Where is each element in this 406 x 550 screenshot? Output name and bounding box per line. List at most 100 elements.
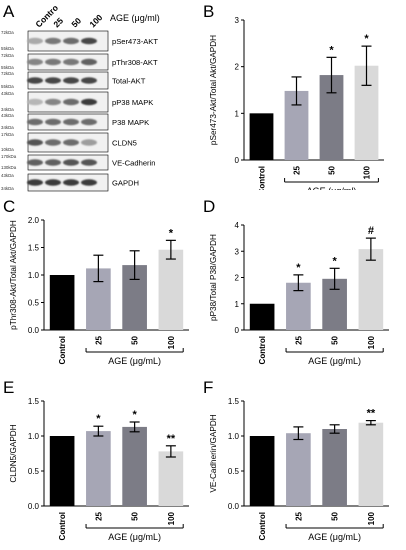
x-tick-label: 100 [363, 165, 372, 179]
blot-band [63, 159, 79, 166]
y-tick-label: 0.5 [228, 467, 240, 476]
y-tick-label: 2.0 [28, 216, 40, 225]
blot-row-label: Total-AKT [112, 77, 146, 86]
y-tick-label: 2 [235, 274, 240, 283]
bar [354, 65, 379, 160]
y-axis-label: pP38/Total P38/GAPDH [209, 234, 218, 321]
blot-band [63, 58, 79, 66]
x-tick-label: 50 [131, 335, 140, 344]
y-tick-label: 3 [235, 16, 240, 25]
x-tick-label: Control [258, 512, 267, 540]
blot-band [27, 179, 43, 186]
y-axis-label: pThr308-Akt/Total Akt/GAPDH [9, 220, 18, 330]
x-tick-label: 25 [294, 335, 303, 344]
panel-label-e: E [3, 378, 15, 397]
x-tick-label: Control [58, 336, 67, 364]
marker-label: 72kDa [1, 53, 14, 58]
bar-chart-b: pSer473-Akt/Total Akt/GAPDH 0 1 2 3 Control 25… [209, 16, 384, 190]
significance-mark: * [332, 255, 337, 267]
blot-band [63, 139, 79, 146]
x-tick-label: 100 [167, 335, 176, 349]
blot-band [45, 179, 61, 186]
x-tick-label: 25 [294, 511, 303, 520]
marker-label: 72kDa [1, 30, 14, 35]
blot-band [27, 118, 43, 126]
bar-chart-d: pP38/Total P38/GAPDH 0 1 2 3 4 Control * 25 * 50 #1… [209, 221, 389, 366]
blot-row-label: pThr308-AKT [112, 58, 158, 67]
blot-row-label: CLDN5 [112, 139, 137, 148]
x-tick-label: 50 [328, 165, 337, 174]
x-tick-label: 25 [293, 165, 302, 174]
bar-chart-c: pThr308-Akt/Total Akt/GAPDH 0.0 0.5 1.0 1.5 2… [9, 216, 189, 366]
bar [158, 249, 184, 330]
panel-label-a: A [3, 2, 15, 21]
significance-mark: * [96, 413, 101, 425]
marker-label: 17kDa [1, 132, 14, 137]
bar [358, 249, 384, 330]
bar [249, 303, 275, 330]
y-tick-label: 1 [235, 109, 240, 118]
x-tick-label: 50 [331, 335, 340, 344]
panel-label-d: D [203, 197, 216, 216]
bar-chart-e: CLDN5/GAPDH 0.0 0.5 1.0 1.5 Control * 25 * 50 ** 10… [9, 397, 189, 542]
bar [286, 433, 311, 506]
blot-band [45, 98, 61, 106]
blot-band [27, 159, 43, 166]
y-tick-label: 0.0 [28, 326, 40, 335]
blot-band [45, 159, 61, 166]
y-tick-label: 0.0 [28, 502, 40, 511]
bar [358, 422, 384, 506]
bar [122, 426, 147, 506]
x-tick-label: 100 [367, 335, 376, 349]
blot-header: AGE (μg/ml) [110, 13, 160, 23]
blot-band [81, 179, 97, 186]
y-tick-label: 1.5 [28, 244, 40, 253]
blot-band [63, 37, 79, 45]
significance-mark: ** [167, 433, 176, 445]
lane-label: 50 [69, 15, 83, 29]
marker-label: 10kDa [1, 147, 14, 152]
y-tick-label: 1.5 [28, 397, 40, 406]
marker-label: 34kDa [1, 107, 14, 112]
blot-row-label: P38 MAPK [112, 118, 149, 127]
blot-band [63, 118, 79, 126]
blot-band [81, 159, 97, 166]
marker-label: 55kDa [1, 46, 14, 51]
x-tick-label: Control [258, 166, 267, 190]
y-tick-label: 0.5 [28, 299, 40, 308]
x-tick-label: Control [58, 512, 67, 540]
significance-mark: * [329, 44, 334, 56]
lane-label: 100 [87, 12, 104, 29]
blot-band [81, 98, 97, 106]
blot-band [81, 77, 97, 84]
blot-band [81, 118, 97, 126]
x-tick-label: 50 [331, 511, 340, 520]
y-tick-label: 1 [235, 300, 240, 309]
bar [49, 436, 75, 506]
significance-mark: * [169, 227, 174, 239]
panel-label-f: F [203, 378, 214, 397]
y-tick-label: 0 [235, 326, 240, 335]
y-tick-label: 0 [235, 156, 240, 165]
y-tick-label: 1.0 [28, 271, 40, 280]
bar [86, 431, 111, 506]
bar [284, 90, 309, 160]
x-axis-label: AGE (μg/mL) [108, 356, 161, 366]
bar [319, 75, 344, 160]
blot-band [27, 37, 43, 45]
marker-label: 34kDa [1, 186, 14, 191]
blot-band [45, 77, 61, 84]
bar [249, 436, 275, 506]
bar [322, 429, 347, 506]
blot-band [81, 58, 97, 66]
marker-label: 43kDa [1, 91, 14, 96]
marker-label: 130kDa [1, 165, 17, 170]
x-tick-label: 100 [367, 511, 376, 525]
bar [249, 113, 274, 160]
x-axis-label: AGE (μg/mL) [308, 356, 361, 366]
bar-chart-f: VE-Cadherin/GAPDH 0.0 0.5 1.0 1.5 Control 25 50… [209, 397, 389, 542]
x-tick-label: 100 [167, 511, 176, 525]
x-tick-label: 25 [94, 511, 103, 520]
lane-label: 25 [51, 15, 65, 29]
